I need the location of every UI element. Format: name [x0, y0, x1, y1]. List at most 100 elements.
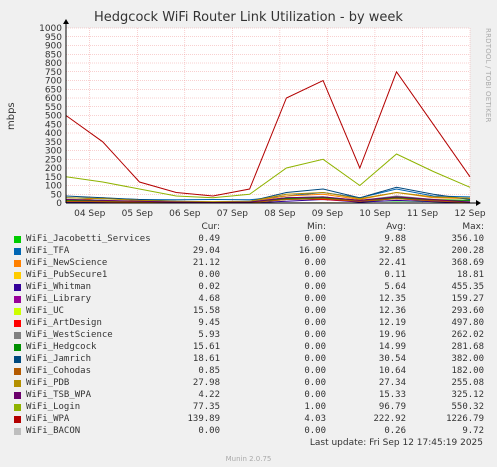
legend-min-value: 0.00: [304, 330, 326, 340]
y-tick-label: 700: [45, 77, 62, 87]
rrdtool-credit: RRDTOOL / TOBI OETIKER: [484, 28, 492, 123]
y-tick-label: 950: [45, 33, 62, 43]
legend-max-value: 255.08: [451, 378, 484, 388]
y-tick-label: 550: [45, 103, 62, 113]
x-tick-label: 12 Sep: [454, 209, 486, 219]
legend-cur-value: 4.68: [198, 294, 220, 304]
series-line-WiFi_Jamrich: [65, 186, 471, 203]
legend-min-value: 0.00: [304, 426, 326, 436]
legend-label: WiFi_ArtDesign: [26, 318, 102, 328]
legend-avg-value: 222.92: [373, 414, 406, 424]
legend-swatch: [14, 332, 21, 339]
legend-label: WiFi_PubSecure1: [26, 270, 108, 280]
y-tick-label: 1000: [39, 24, 62, 34]
legend-cur-value: 29.04: [192, 246, 220, 256]
legend-swatch: [14, 368, 21, 375]
legend-cur-value: 18.61: [192, 354, 220, 364]
x-tick-label: 05 Sep: [122, 209, 154, 219]
legend-avg-value: 27.34: [378, 378, 406, 388]
y-tick-label: 150: [45, 173, 62, 183]
y-tick-label: 250: [45, 155, 62, 165]
legend-min-value: 16.00: [298, 246, 326, 256]
legend-swatch: [14, 284, 21, 291]
y-tick-label: 500: [45, 112, 62, 122]
legend-swatch: [14, 236, 21, 243]
legend-label: WiFi_WestScience: [26, 330, 113, 340]
legend-min-value: 0.00: [304, 378, 326, 388]
legend-min-value: 0.00: [304, 390, 326, 400]
legend-avg-value: 12.19: [378, 318, 406, 328]
chart-plot: 0501001502002503003504004505005506006507…: [39, 19, 486, 219]
legend-max-value: 550.32: [451, 402, 484, 412]
series-line-WiFi_WPA: [65, 70, 471, 197]
munin-version: Munin 2.0.75: [225, 455, 272, 463]
legend-label: WiFi_Login: [26, 402, 81, 412]
legend-label: WiFi_Jamrich: [26, 354, 92, 364]
y-axis-arrow: [63, 19, 69, 24]
legend-min-value: 0.00: [304, 342, 326, 352]
legend-avg-value: 0.11: [384, 270, 406, 280]
column-header-cur: Cur:: [201, 222, 220, 232]
x-tick-label: 09 Sep: [312, 209, 344, 219]
legend-swatch: [14, 428, 21, 435]
column-header-max: Max:: [462, 222, 484, 232]
legend-min-value: 1.00: [304, 402, 326, 412]
legend-cur-value: 0.00: [198, 270, 220, 280]
legend-cur-value: 0.02: [198, 282, 220, 292]
legend-max-value: 293.60: [451, 306, 484, 316]
legend-avg-value: 15.33: [378, 390, 406, 400]
y-tick-label: 400: [45, 129, 62, 139]
legend-swatch: [14, 356, 21, 363]
legend-max-value: 1226.79: [446, 414, 484, 424]
legend-max-value: 497.80: [451, 318, 484, 328]
legend-min-value: 0.00: [304, 306, 326, 316]
legend-label: WiFi_Cohodas: [26, 366, 92, 376]
legend-cur-value: 0.49: [198, 234, 220, 244]
series-line-WiFi_Cohodas: [65, 198, 471, 204]
legend-cur-value: 139.89: [187, 414, 220, 424]
legend-cur-value: 4.22: [198, 390, 220, 400]
legend-swatch: [14, 416, 21, 423]
legend-avg-value: 10.64: [378, 366, 406, 376]
legend-min-value: 0.00: [304, 234, 326, 244]
legend-label: WiFi_Hedgcock: [26, 342, 97, 352]
legend-max-value: 356.10: [451, 234, 484, 244]
y-tick-label: 450: [45, 120, 62, 130]
column-header-avg: Avg:: [386, 222, 406, 232]
legend-min-value: 0.00: [304, 354, 326, 364]
y-tick-label: 900: [45, 42, 62, 52]
x-tick-label: 11 Sep: [407, 209, 439, 219]
legend-label: WiFi_UC: [26, 306, 64, 316]
legend-cur-value: 0.00: [198, 426, 220, 436]
legend-cur-value: 77.35: [192, 402, 220, 412]
legend-cur-value: 0.85: [198, 366, 220, 376]
y-tick-label: 300: [45, 147, 62, 157]
x-tick-label: 06 Sep: [169, 209, 201, 219]
legend-avg-value: 9.88: [384, 234, 406, 244]
legend-swatch: [14, 320, 21, 327]
y-tick-label: 350: [45, 138, 62, 148]
legend-max-value: 18.81: [456, 270, 484, 280]
legend-cur-value: 27.98: [192, 378, 220, 388]
legend-min-value: 0.00: [304, 294, 326, 304]
y-tick-label: 850: [45, 50, 62, 60]
legend-max-value: 382.00: [451, 354, 484, 364]
column-header-min: Min:: [306, 222, 326, 232]
legend-cur-value: 5.93: [198, 330, 220, 340]
legend-cur-value: 15.58: [192, 306, 220, 316]
legend-max-value: 455.35: [451, 282, 484, 292]
legend-max-value: 325.12: [451, 390, 484, 400]
legend-avg-value: 5.64: [384, 282, 406, 292]
series-line-WiFi_PDB: [65, 191, 471, 203]
legend-avg-value: 14.99: [378, 342, 406, 352]
y-tick-label: 200: [45, 164, 62, 174]
legend-swatch: [14, 296, 21, 303]
chart-title: Hedgcock WiFi Router Link Utilization - …: [94, 10, 403, 25]
y-tick-label: 600: [45, 94, 62, 104]
y-tick-label: 800: [45, 59, 62, 69]
legend-avg-value: 22.41: [378, 258, 406, 268]
legend-swatch: [14, 344, 21, 351]
legend-min-value: 0.00: [304, 258, 326, 268]
x-tick-label: 08 Sep: [264, 209, 296, 219]
